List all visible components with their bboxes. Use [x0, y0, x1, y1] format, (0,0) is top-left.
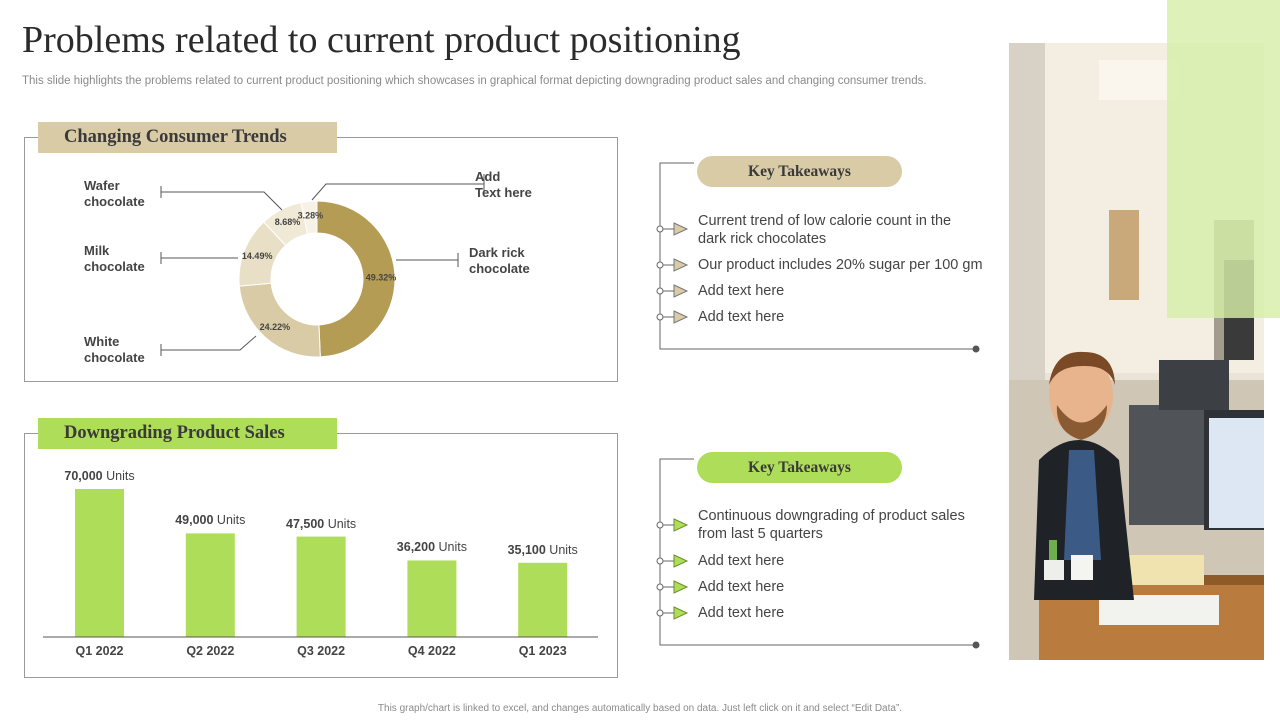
footer-note: This graph/chart is linked to excel, and…: [377, 703, 903, 714]
takeaway-top-item-1a: Current trend of low calorie count in th…: [698, 213, 952, 229]
page-title: Problems related to current product posi…: [22, 19, 741, 61]
takeaways-bottom-heading: Key Takeaways: [697, 452, 902, 483]
takeaway-top-item-2: Our product includes 20% sugar per 100 g…: [698, 257, 983, 273]
pie-value-label-5: 3.28%: [298, 210, 324, 220]
takeaway-top-item-3: Add text here: [698, 283, 785, 299]
product-sales-chart: [43, 489, 598, 638]
bar-value-label-3: 47,500 Units: [286, 516, 357, 531]
takeaways-bottom-frame: [656, 458, 980, 649]
decorative-green-block: [1167, 0, 1280, 318]
bar-value-label-4: 36,200 Units: [396, 540, 467, 555]
pie-value-label-1: 49.32%: [366, 273, 397, 283]
consumer-trends-chart: 49.32% 24.22% 14.49% 8.68%3.28%: [160, 174, 485, 358]
leader-milk: [160, 252, 238, 264]
pie-value-label-2: 24.22%: [260, 322, 291, 332]
pie-label-milk: Milk chocolate: [84, 243, 145, 274]
bar-2: [185, 533, 235, 637]
takeaways-top-frame: [656, 162, 980, 353]
leader-wafer: [160, 186, 283, 211]
pie-label-add: Add Text here: [475, 169, 532, 200]
pie-value-label-4: 8.68%: [275, 217, 301, 227]
bar-category-label-2: Q2 2022: [186, 644, 235, 658]
page-subtitle: This slide highlights the problems relat…: [22, 75, 927, 87]
pie-value-label-3: 14.49%: [242, 251, 273, 261]
takeaways-top-heading: Key Takeaways: [697, 156, 902, 187]
bar-category-label-1: Q1 2022: [75, 644, 124, 658]
leader-white: [160, 335, 257, 356]
product-sales-heading: Downgrading Product Sales: [38, 418, 337, 449]
leader-add: [311, 174, 485, 201]
pie-label-white: White chocolate: [84, 334, 145, 365]
pie-label-wafer: Wafer chocolate: [84, 178, 145, 209]
bar-value-label-1: 70,000 Units: [64, 469, 135, 483]
pie-slice-5: [300, 200, 318, 235]
bar-3: [296, 536, 346, 637]
takeaway-bottom-item-1b: from last 5 quarters: [698, 526, 823, 542]
pie-label-dark: Dark rick chocolate: [469, 245, 530, 276]
bar-5: [518, 562, 568, 637]
bar-category-label-3: Q3 2022: [297, 644, 346, 658]
bar-value-label-2: 49,000 Units: [175, 513, 246, 528]
bar-4: [407, 560, 457, 637]
takeaway-bottom-item-2: Add text here: [698, 553, 785, 569]
takeaway-bottom-item-3: Add text here: [698, 579, 785, 595]
takeaway-top-item-4: Add text here: [698, 309, 785, 325]
consumer-trends-heading: Changing Consumer Trends: [38, 122, 337, 153]
pie-slice-1: [316, 200, 396, 358]
takeaway-top-bullets: [656, 222, 689, 324]
pie-leader-lines: [160, 174, 485, 356]
bar-value-label-5: 35,100 Units: [507, 542, 578, 557]
takeaway-bottom-bullets: [656, 518, 689, 620]
takeaway-top-item-1b: dark rick chocolates: [698, 231, 827, 247]
bar-1: [75, 489, 124, 637]
takeaway-bottom-item-1a: Continuous downgrading of product sales: [698, 508, 965, 524]
leader-dark: [396, 253, 459, 267]
takeaway-bottom-item-4: Add text here: [698, 605, 785, 621]
bar-category-label-5: Q1 2023: [518, 644, 567, 658]
bar-category-label-4: Q4 2022: [407, 644, 456, 658]
